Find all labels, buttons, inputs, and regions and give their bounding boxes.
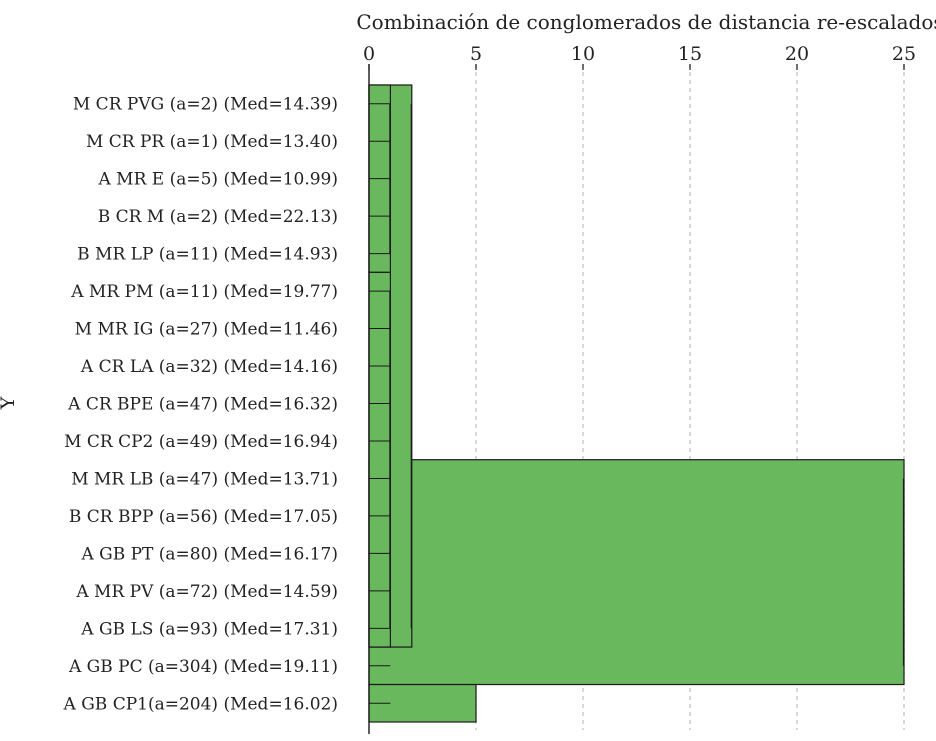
row-label: A MR E (a=5) (Med=10.99) — [98, 170, 339, 190]
y-axis-label: Y — [0, 396, 19, 410]
row-label: A GB LS (a=93) (Med=17.31) — [80, 619, 338, 639]
tick-label: 0 — [363, 43, 375, 65]
cluster-blocks — [368, 84, 905, 723]
row-label: B CR BPP (a=56) (Med=17.05) — [69, 507, 338, 527]
tick-label: 25 — [892, 43, 916, 65]
row-label: M CR PR (a=1) (Med=13.40) — [86, 132, 338, 152]
row-label: A CR LA (a=32) (Med=14.16) — [80, 357, 338, 377]
row-label: A GB PC (a=304) (Med=19.11) — [68, 657, 338, 677]
row-label: A MR PV (a=72) (Med=14.59) — [75, 582, 338, 602]
x-axis: 0 5 10 15 20 25 — [363, 43, 916, 734]
row-label: B CR M (a=2) (Med=22.13) — [98, 207, 338, 227]
tick-label: 5 — [470, 43, 482, 65]
row-label: A CR BPE (a=47) (Med=16.32) — [67, 395, 338, 415]
row-label: B MR LP (a=11) (Med=14.93) — [77, 245, 338, 265]
merge-lines — [369, 103, 905, 704]
row-label: M CR CP2 (a=49) (Med=16.94) — [64, 432, 338, 452]
row-label: M MR IG (a=27) (Med=11.46) — [75, 320, 338, 340]
tick-label: 20 — [785, 43, 809, 65]
cluster-block — [368, 459, 905, 686]
row-label: M MR LB (a=47) (Med=13.71) — [71, 469, 338, 489]
tick-label: 15 — [678, 43, 702, 65]
row-label: A MR PM (a=11) (Med=19.77) — [70, 282, 338, 302]
row-label: M CR PVG (a=2) (Med=14.39) — [73, 95, 338, 115]
row-label: A GB PT (a=80) (Med=16.17) — [80, 544, 338, 564]
row-label: A GB CP1(a=204) (Med=16.02) — [63, 694, 338, 714]
chart-title: Combinación de conglomerados de distanci… — [356, 10, 936, 34]
tick-label: 10 — [571, 43, 595, 65]
row-labels: M CR PVG (a=2) (Med=14.39) M CR PR (a=1) … — [63, 95, 338, 715]
